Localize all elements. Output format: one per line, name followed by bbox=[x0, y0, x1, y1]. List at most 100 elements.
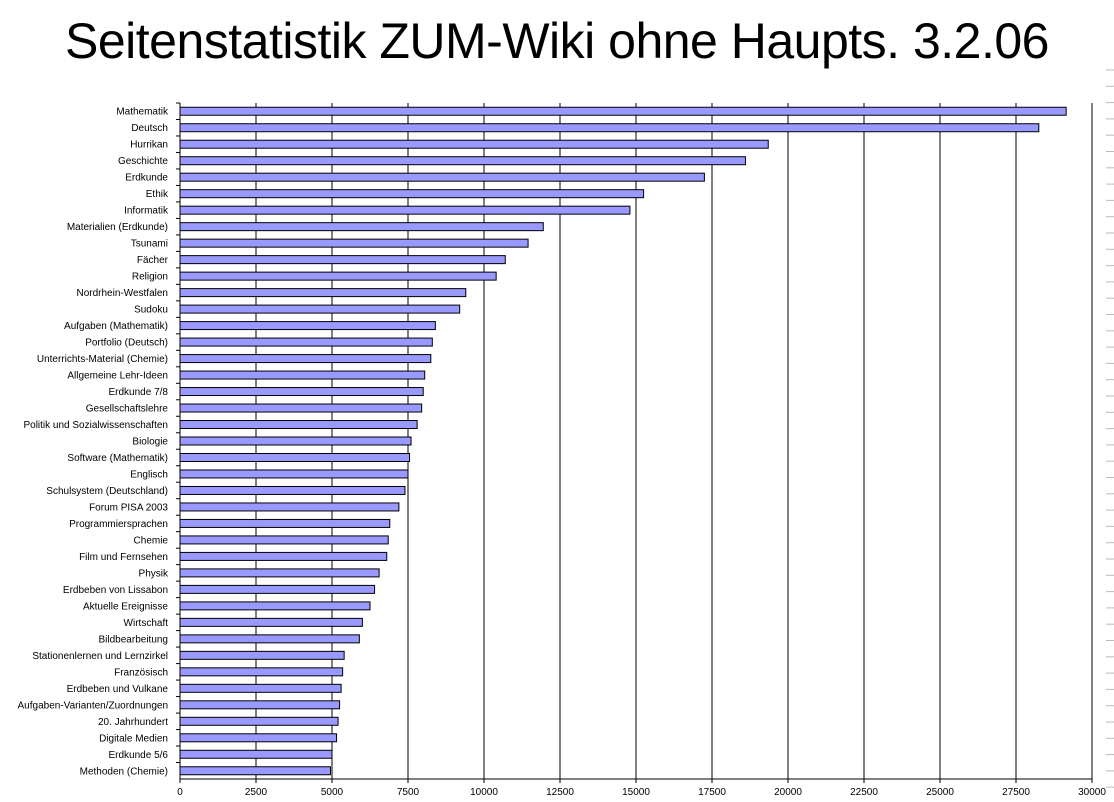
category-label: Methoden (Chemie) bbox=[80, 766, 168, 777]
category-label: Programmiersprachen bbox=[69, 519, 168, 530]
category-label: Portfolio (Deutsch) bbox=[85, 338, 168, 349]
category-label: Chemie bbox=[134, 535, 169, 546]
bar bbox=[179, 238, 529, 248]
x-tick-label: 30000 bbox=[1078, 787, 1106, 798]
category-label: Hurrikan bbox=[130, 140, 168, 151]
category-label: Französisch bbox=[114, 667, 168, 678]
category-label: Physik bbox=[139, 568, 169, 579]
category-label: Politik und Sozialwissenschaften bbox=[23, 420, 168, 431]
bar bbox=[179, 139, 769, 149]
x-tick-label: 22500 bbox=[850, 787, 878, 798]
bar bbox=[179, 667, 344, 677]
category-labels: Mathematik Deutsch Hurrikan Geschichte Erdku… bbox=[18, 107, 169, 778]
x-tick-label: 10000 bbox=[470, 787, 498, 798]
bar bbox=[179, 387, 424, 397]
category-label: Aufgaben (Mathematik) bbox=[64, 321, 168, 332]
bar bbox=[179, 535, 389, 545]
axes bbox=[176, 102, 1093, 783]
bar bbox=[179, 403, 423, 413]
bar bbox=[179, 634, 360, 644]
bar bbox=[179, 271, 497, 281]
category-label: Ethik bbox=[146, 189, 169, 200]
category-label: Geschichte bbox=[118, 156, 168, 167]
category-label: Stationenlernen und Lernzirkel bbox=[32, 651, 168, 662]
bar bbox=[179, 601, 371, 611]
bar bbox=[179, 222, 544, 232]
bar bbox=[179, 106, 1067, 116]
bar bbox=[179, 584, 376, 594]
bar bbox=[179, 321, 436, 331]
x-tick-label: 2500 bbox=[245, 787, 268, 798]
x-tick-labels: 0 2500 5000 7500 10000 12500 15000 17500 20000 22… bbox=[177, 787, 1106, 798]
bar bbox=[179, 502, 400, 512]
category-label: Erdkunde 7/8 bbox=[109, 387, 169, 398]
bar bbox=[179, 205, 631, 215]
category-label: Deutsch bbox=[131, 123, 168, 134]
bar bbox=[179, 568, 380, 578]
bar bbox=[179, 749, 333, 759]
x-tick-label: 25000 bbox=[926, 787, 954, 798]
category-label: Aktuelle Ereignisse bbox=[83, 601, 168, 612]
category-label: Englisch bbox=[130, 469, 168, 480]
x-tick-label: 12500 bbox=[546, 787, 574, 798]
bar bbox=[179, 354, 432, 364]
bar bbox=[179, 716, 339, 726]
x-tick-label: 20000 bbox=[774, 787, 802, 798]
category-label: Nordrhein-Westfalen bbox=[76, 288, 168, 299]
bar bbox=[179, 420, 418, 430]
bar bbox=[179, 337, 433, 347]
bar bbox=[179, 436, 412, 446]
bar bbox=[179, 255, 506, 265]
bar bbox=[179, 288, 467, 298]
chart-title: Seitenstatistik ZUM-Wiki ohne Haupts. 3.… bbox=[65, 13, 1049, 69]
category-label: Erdkunde 5/6 bbox=[109, 750, 169, 761]
bar bbox=[179, 683, 342, 693]
category-label: Bildbearbeitung bbox=[99, 634, 169, 645]
category-label: Gesellschaftslehre bbox=[86, 404, 169, 415]
category-label: Erdbeben von Lissabon bbox=[63, 585, 168, 596]
category-label: Tsunami bbox=[131, 239, 168, 250]
bar bbox=[179, 551, 388, 561]
category-label: Sudoku bbox=[134, 305, 168, 316]
category-label: Aufgaben-Varianten/Zuordnungen bbox=[18, 700, 168, 711]
edge-marks bbox=[1106, 69, 1114, 788]
bar bbox=[179, 123, 1040, 133]
bars bbox=[179, 106, 1067, 776]
category-label: Materialien (Erdkunde) bbox=[67, 222, 168, 233]
x-tick-label: 15000 bbox=[622, 787, 650, 798]
category-label: Allgemeine Lehr-Ideen bbox=[67, 371, 168, 382]
bar bbox=[179, 452, 411, 462]
bar bbox=[179, 469, 409, 479]
x-tick-label: 0 bbox=[177, 787, 183, 798]
x-tick-label: 7500 bbox=[397, 787, 420, 798]
bar bbox=[179, 189, 645, 199]
category-label: Schulsystem (Deutschland) bbox=[46, 486, 168, 497]
category-label: Erdbeben und Vulkane bbox=[67, 684, 169, 695]
category-label: Digitale Medien bbox=[99, 733, 168, 744]
category-label: Mathematik bbox=[116, 107, 169, 118]
category-label: Unterrichts-Material (Chemie) bbox=[37, 354, 168, 365]
bar bbox=[179, 156, 746, 166]
bar bbox=[179, 518, 391, 528]
category-label: Software (Mathematik) bbox=[67, 453, 168, 464]
bar bbox=[179, 172, 705, 182]
bar bbox=[179, 733, 338, 743]
category-label: Film und Fernsehen bbox=[79, 552, 168, 563]
category-label: Wirtschaft bbox=[124, 618, 169, 629]
category-label: Fächer bbox=[137, 255, 169, 266]
category-label: Forum PISA 2003 bbox=[89, 502, 168, 513]
bar bbox=[179, 766, 331, 776]
x-tick-label: 27500 bbox=[1002, 787, 1030, 798]
category-label: 20. Jahrhundert bbox=[98, 717, 168, 728]
bar bbox=[179, 700, 341, 710]
bar bbox=[179, 485, 406, 495]
bar bbox=[179, 304, 461, 314]
x-tick-label: 5000 bbox=[321, 787, 344, 798]
bar bbox=[179, 617, 363, 627]
category-label: Biologie bbox=[132, 437, 168, 448]
bar bbox=[179, 650, 345, 660]
bar bbox=[179, 370, 426, 380]
category-label: Informatik bbox=[124, 206, 169, 217]
category-label: Religion bbox=[132, 272, 168, 283]
